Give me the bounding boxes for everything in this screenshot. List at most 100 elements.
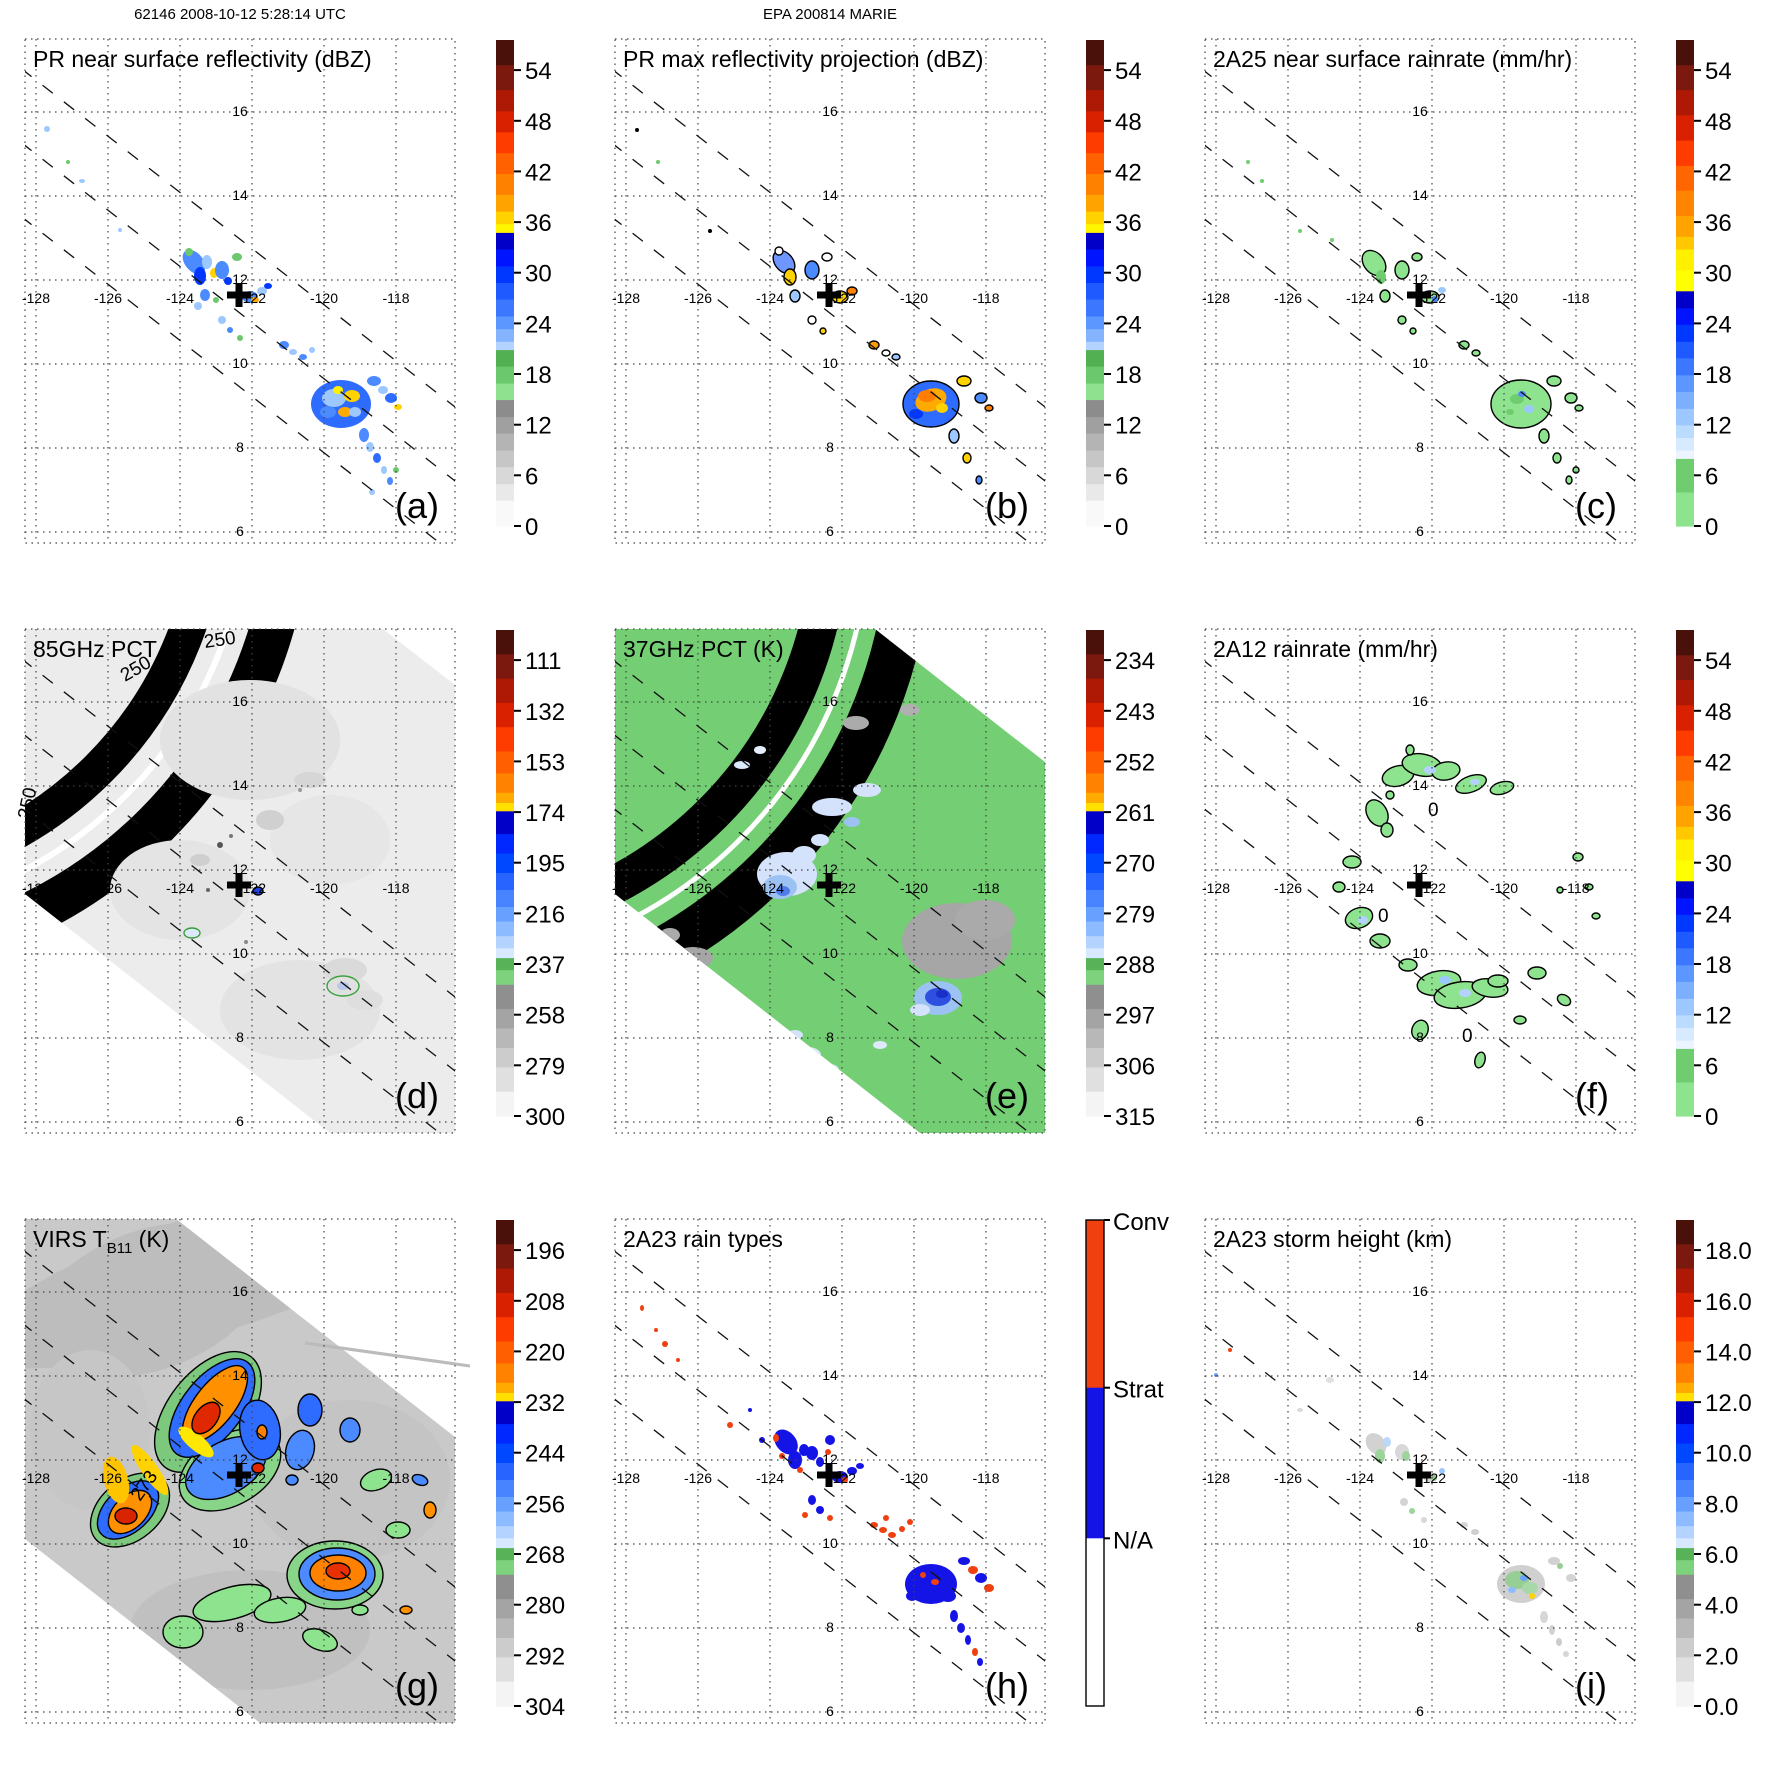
graticule — [614, 38, 1046, 544]
panel-letter: (g) — [395, 1665, 439, 1706]
colorbar-tick-label: 42 — [1705, 749, 1732, 776]
colorbar-tick-label: 256 — [525, 1491, 565, 1518]
svg-text:6: 6 — [236, 1703, 244, 1719]
data-blob — [957, 1623, 965, 1633]
data-blob — [1487, 974, 1509, 988]
panel-letter: (b) — [985, 485, 1029, 526]
data-blob — [1375, 1449, 1385, 1463]
colorbar-tick-label: 12 — [525, 413, 552, 440]
data-blob — [1411, 252, 1423, 262]
colorbar-tick-label: 220 — [525, 1339, 565, 1366]
data-blob — [366, 442, 374, 452]
data-blob — [1518, 391, 1526, 397]
data-blob — [1379, 289, 1391, 303]
colorbar-tick-label: 54 — [1115, 58, 1142, 85]
data-blob — [34, 1222, 266, 1378]
colorbar-tick-label: 48 — [1705, 699, 1732, 726]
panel-h: -128 -126 -124 -122 -120 -118 16 14 12 10 8 6 2A23 r… — [590, 1180, 1180, 1770]
data-blob — [1228, 1348, 1232, 1352]
svg-text:6: 6 — [826, 1113, 834, 1129]
colorbar: Conv Strat N/A — [1085, 1209, 1169, 1707]
data-blob — [962, 452, 972, 464]
data-blob — [367, 376, 381, 386]
data-blob — [1524, 405, 1534, 413]
data-blob — [309, 347, 315, 353]
data-blob — [1566, 1574, 1576, 1582]
svg-text:-120: -120 — [900, 290, 928, 306]
storm-center-marker — [1407, 283, 1431, 307]
data-blob — [656, 160, 660, 164]
svg-text:16: 16 — [1412, 103, 1428, 119]
colorbar-tick-label: 279 — [525, 1053, 565, 1080]
data-blob — [846, 286, 858, 296]
colorbar-tick-label: 18 — [1115, 362, 1142, 389]
data-blob — [118, 228, 122, 232]
panel-letter: (e) — [985, 1075, 1029, 1116]
colorbar-tick-label: 36 — [1705, 800, 1732, 827]
data-blob — [351, 1604, 369, 1616]
storm-center-marker — [817, 1463, 841, 1487]
data-blob — [423, 1501, 437, 1519]
data-blob — [974, 392, 988, 404]
panel-i: -128 -126 -124 -122 -120 -118 16 14 12 10 8 6 2A23 s… — [1180, 1180, 1770, 1770]
colorbar-category-label: N/A — [1113, 1527, 1153, 1554]
data-blob — [393, 467, 399, 473]
colorbar: 54 48 42 36 30 24 18 12 6 0 — [1676, 630, 1732, 1131]
data-blob — [975, 1573, 987, 1583]
data-blob — [218, 316, 226, 324]
data-blob — [804, 260, 820, 280]
data-blob — [1260, 179, 1264, 183]
panel-letter: (i) — [1575, 1665, 1607, 1706]
colorbar-tick-label: 315 — [1115, 1104, 1155, 1131]
data-blob — [640, 1305, 644, 1311]
data-blob — [868, 340, 880, 350]
panel-title: 2A23 rain types — [623, 1226, 783, 1252]
data-blob — [1458, 340, 1470, 350]
data-blob — [1397, 315, 1407, 325]
panel-a: -128 -126 -124 -122 -120 -118 16 14 12 10 8 6 PR nea… — [0, 0, 590, 590]
svg-text:-118: -118 — [973, 880, 1000, 896]
data-blob — [1572, 466, 1580, 474]
svg-text:-120: -120 — [310, 1470, 338, 1486]
data-blob — [79, 179, 85, 183]
colorbar-tick-label: 4.0 — [1705, 1593, 1738, 1620]
data-blob — [194, 302, 202, 310]
data-blob — [821, 252, 833, 262]
panel-title: PR near surface reflectivity (dBZ) — [33, 46, 372, 72]
colorbar-tick-label: 24 — [1705, 311, 1732, 338]
colorbar-tick-label: 258 — [525, 1003, 565, 1030]
svg-text:-120: -120 — [1490, 880, 1518, 896]
data-blob — [131, 1445, 169, 1495]
data-blob — [853, 783, 881, 797]
svg-text:-128: -128 — [612, 1470, 640, 1486]
data-blob — [774, 1429, 798, 1455]
colorbar-tick-label: 48 — [1115, 109, 1142, 136]
data-blob — [381, 466, 387, 474]
svg-text:-126: -126 — [1274, 1470, 1302, 1486]
data-blob — [294, 772, 326, 788]
colorbar-tick-label: 6 — [1705, 463, 1718, 490]
data-blob — [1326, 1377, 1334, 1383]
data-blob — [359, 1468, 393, 1492]
data-blob — [1297, 1408, 1303, 1412]
data-blob — [160, 680, 340, 800]
colorbar-tick-label: 42 — [1705, 159, 1732, 186]
data-blob — [1556, 1638, 1562, 1646]
colorbar-tick-label: 237 — [525, 952, 565, 979]
data-blob — [1421, 1517, 1427, 1523]
svg-text:10: 10 — [1412, 1535, 1428, 1551]
data-blob — [1591, 912, 1601, 920]
colorbar-tick-label: 244 — [525, 1441, 565, 1468]
colorbar-tick-label: 54 — [1705, 648, 1732, 675]
data-blob — [289, 349, 297, 355]
data-blob — [299, 354, 307, 360]
data-blob — [1424, 766, 1436, 774]
data-blob — [1565, 475, 1573, 485]
colorbar-tick-label: 268 — [525, 1542, 565, 1569]
svg-text:10: 10 — [232, 355, 248, 371]
data-blob — [906, 1591, 918, 1601]
graticule — [24, 38, 456, 544]
data-blob — [797, 1467, 803, 1473]
contour-label: 250 — [203, 628, 237, 653]
